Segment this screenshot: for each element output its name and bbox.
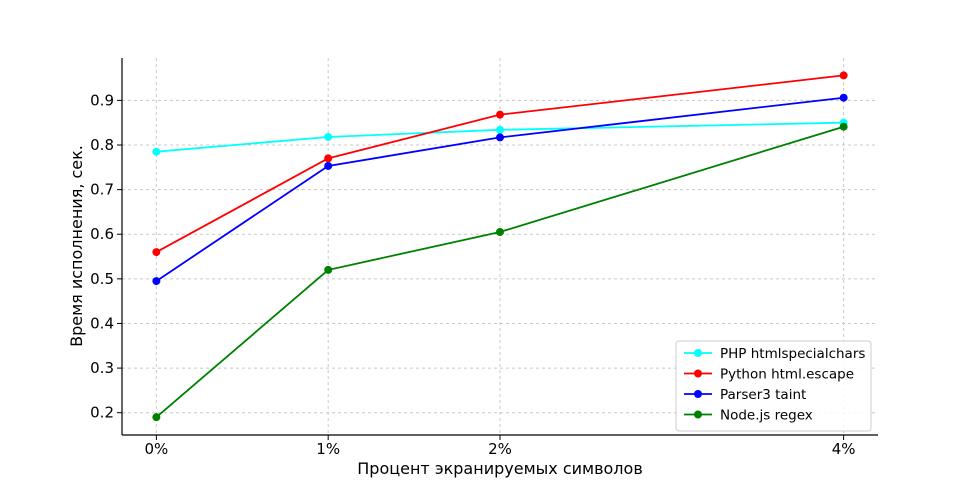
data-point [324, 132, 333, 141]
series-2 [152, 93, 848, 286]
data-point [152, 147, 161, 156]
legend-box [675, 340, 872, 432]
y-tick-label: 0.8 [90, 136, 114, 154]
data-point [324, 265, 333, 274]
series-line [155, 125, 844, 418]
data-point [152, 248, 161, 257]
data-point [152, 413, 161, 422]
data-point [324, 154, 333, 163]
legend-item: PHP htmlspecialchars [684, 346, 865, 362]
y-tick-label: 0.5 [90, 270, 114, 288]
data-point [496, 125, 504, 134]
series-line [155, 96, 844, 282]
legend-item: Node.js regex [684, 408, 813, 424]
data-point [496, 110, 504, 119]
y-tick-label: 0.7 [90, 181, 114, 199]
data-point [496, 133, 504, 142]
legend-swatch-marker [694, 369, 702, 378]
y-ticks: 0.2 0.3 0.4 0.5 0.6 0.7 0.8 0.9 [90, 91, 122, 422]
legend-label: PHP htmlspecialchars [720, 346, 865, 362]
y-tick-label: 0.6 [90, 225, 114, 243]
y-tick-label: 0.2 [90, 404, 114, 422]
x-tick-label: 0% [144, 440, 168, 458]
legend-label: Node.js regex [720, 408, 813, 424]
y-tick-label: 0.9 [90, 91, 114, 109]
data-point [152, 277, 161, 286]
legend-item: Python html.escape [684, 367, 854, 383]
x-tick-label: 1% [316, 440, 340, 458]
legend-label: Parser3 taint [720, 387, 806, 403]
x-axis-label: Процент экранируемых символов [357, 459, 643, 478]
series-line [156, 121, 844, 153]
data-point [839, 93, 848, 102]
legend-swatch-marker [694, 410, 702, 419]
series-line [155, 74, 844, 253]
legend-swatch-marker [694, 390, 702, 398]
legend: PHP htmlspecialchars Python html.escape Pa… [675, 340, 872, 432]
y-tick-label: 0.4 [90, 314, 114, 332]
series-1 [152, 71, 848, 257]
x-tick-label: 2% [488, 440, 512, 458]
y-axis-label: Время исполнения, сек. [67, 145, 86, 347]
legend-label: Python html.escape [720, 367, 854, 383]
y-tick-label: 0.3 [90, 359, 114, 377]
legend-swatch-marker [694, 349, 702, 357]
x-tick-label: 4% [832, 440, 856, 458]
data-point [324, 161, 333, 170]
series-3 [152, 122, 848, 422]
legend-item: Parser3 taint [684, 387, 806, 403]
data-point [839, 122, 848, 131]
series-group [152, 71, 848, 422]
data-point [839, 71, 848, 80]
x-ticks: 0% 1% 2% 4% [144, 435, 856, 458]
data-point [496, 228, 504, 236]
